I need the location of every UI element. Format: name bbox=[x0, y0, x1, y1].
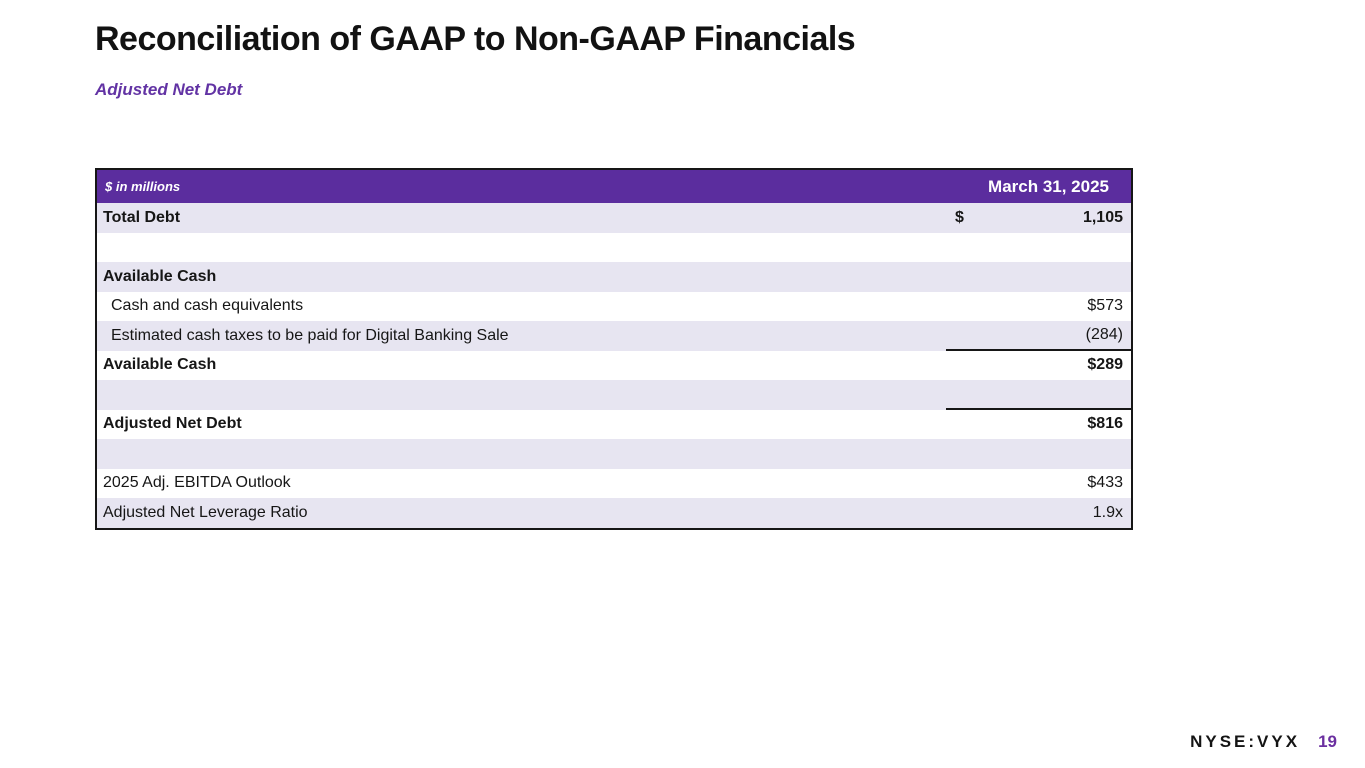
row-label: 2025 Adj. EBITDA Outlook bbox=[103, 474, 291, 492]
row-label: Estimated cash taxes to be paid for Digi… bbox=[111, 326, 509, 344]
row-label: Adjusted Net Debt bbox=[103, 415, 242, 433]
slide-subtitle: Adjusted Net Debt bbox=[95, 80, 243, 99]
row-label: Available Cash bbox=[103, 267, 217, 285]
row-label: Adjusted Net Leverage Ratio bbox=[103, 503, 308, 521]
row-value: $ 1,105 bbox=[946, 203, 1131, 233]
table-row: Adjusted Net Leverage Ratio 1.9x bbox=[97, 498, 1131, 528]
table-row: Available Cash $289 bbox=[97, 350, 1131, 381]
row-label bbox=[97, 380, 946, 410]
row-label: Total Debt bbox=[103, 208, 181, 226]
row-amount: $433 bbox=[1087, 474, 1123, 492]
table-row: Estimated cash taxes to be paid for Digi… bbox=[97, 321, 1131, 351]
row-amount: $289 bbox=[1087, 356, 1123, 374]
table-row bbox=[97, 439, 1131, 469]
row-value bbox=[946, 380, 1131, 410]
table-row: Adjusted Net Debt $816 bbox=[97, 409, 1131, 440]
row-amount: 1,105 bbox=[1082, 208, 1123, 226]
row-amount: 1.9x bbox=[1092, 503, 1123, 521]
row-value: $433 bbox=[946, 469, 1131, 499]
table-row bbox=[97, 380, 1131, 410]
row-value bbox=[946, 262, 1131, 292]
reconciliation-table: $ in millions March 31, 2025 Total Debt … bbox=[95, 168, 1133, 530]
table-header-row: $ in millions March 31, 2025 bbox=[97, 170, 1131, 203]
row-value: (284) bbox=[946, 321, 1131, 351]
row-label bbox=[97, 233, 946, 263]
row-value bbox=[946, 439, 1131, 469]
row-amount: (284) bbox=[1085, 325, 1123, 343]
row-label: Cash and cash equivalents bbox=[111, 297, 304, 315]
row-value: $816 bbox=[946, 410, 1131, 440]
row-value bbox=[946, 233, 1131, 263]
stock-ticker: NYSE:VYX bbox=[1190, 732, 1301, 751]
row-amount: $573 bbox=[1087, 297, 1123, 315]
row-amount: $816 bbox=[1087, 415, 1123, 433]
table-row: 2025 Adj. EBITDA Outlook $433 bbox=[97, 468, 1131, 499]
row-value: $289 bbox=[946, 351, 1131, 381]
table-row: Total Debt $ 1,105 bbox=[97, 203, 1131, 233]
table-body: Total Debt $ 1,105 Available Cash Cash a… bbox=[97, 203, 1131, 528]
period-column-header: March 31, 2025 bbox=[988, 176, 1109, 196]
page-number: 19 bbox=[1318, 732, 1337, 751]
currency-symbol: $ bbox=[955, 208, 964, 226]
units-label: $ in millions bbox=[105, 179, 181, 194]
row-value: 1.9x bbox=[946, 498, 1131, 528]
slide-footer: NYSE:VYX 19 bbox=[1190, 732, 1337, 752]
table-row: Available Cash bbox=[97, 262, 1131, 292]
table-row: Cash and cash equivalents $573 bbox=[97, 291, 1131, 322]
row-label: Available Cash bbox=[103, 356, 217, 374]
row-value: $573 bbox=[946, 292, 1131, 322]
row-label bbox=[97, 439, 946, 469]
table-row bbox=[97, 232, 1131, 263]
page-title: Reconciliation of GAAP to Non-GAAP Finan… bbox=[95, 20, 856, 58]
